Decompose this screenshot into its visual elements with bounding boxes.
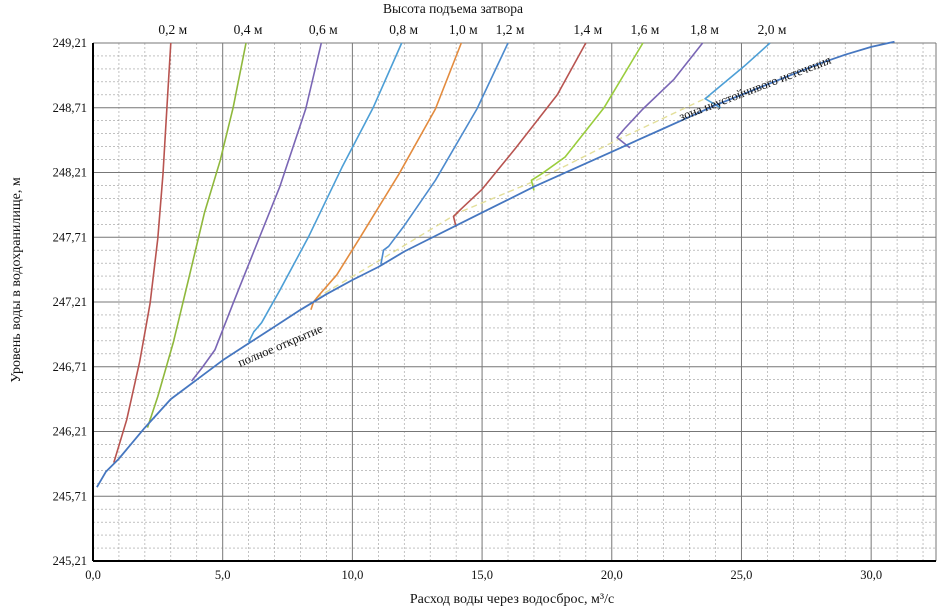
- x-tick-label: 25,0: [731, 568, 753, 582]
- gate-curve: [704, 42, 771, 109]
- gate-curve-label: 0,6 м: [309, 22, 338, 37]
- gate-curve-label: 1,8 м: [690, 22, 719, 37]
- gate-curve-label: 1,6 м: [630, 22, 659, 37]
- y-tick-label: 247,71: [53, 230, 87, 244]
- x-tick-label: 5,0: [215, 568, 231, 582]
- y-tick-label: 248,71: [53, 101, 87, 115]
- x-tick-label: 0,0: [85, 568, 101, 582]
- y-tick-label: 246,21: [53, 425, 87, 439]
- gate-curve: [247, 42, 403, 343]
- gate-curve: [146, 42, 247, 428]
- y-tick-label: 245,71: [53, 489, 87, 503]
- gate-curve-label: 0,8 м: [389, 22, 418, 37]
- gate-curve: [530, 42, 644, 191]
- gate-label-layer: 0,2 м 0,4 м 0,6 м 0,8 м 1,0 м 1,2 м 1,4 м 1,6 м…: [158, 22, 786, 37]
- x-axis-title: Расход воды через водосброс, м³/с: [410, 592, 614, 607]
- chart-title: Высота подъема затвора: [383, 1, 523, 16]
- full-open-curve: [96, 40, 895, 488]
- y-tick-label: 248,21: [53, 166, 87, 180]
- x-tick-label: 10,0: [341, 568, 363, 582]
- y-tick-label: 249,21: [53, 36, 87, 50]
- gate-curve-label: 2,0 м: [758, 22, 787, 37]
- gate-curve: [380, 42, 509, 265]
- gate-curve-label: 1,2 м: [496, 22, 525, 37]
- unstable-boundary-line: [315, 95, 711, 299]
- series-layer: [96, 40, 895, 488]
- gate-curve-label: 1,4 м: [573, 22, 602, 37]
- x-tick-label: 30,0: [860, 568, 882, 582]
- y-axis-title: Уровень воды в водохранилище, м: [9, 177, 24, 383]
- gate-curve: [190, 42, 323, 382]
- tick-layer: 0,0 5,0 10,0 15,0 20,0 25,0 30,0 245,21 245,71 24…: [53, 36, 882, 582]
- y-tick-label: 246,71: [53, 360, 87, 374]
- gate-curve-label: 0,2 м: [158, 22, 187, 37]
- x-tick-label: 20,0: [601, 568, 623, 582]
- gate-curve-label: 1,0 м: [449, 22, 478, 37]
- y-tick-label: 247,21: [53, 295, 87, 309]
- gate-curve: [616, 42, 704, 149]
- x-tick-label: 15,0: [471, 568, 493, 582]
- gate-curve-label: 0,4 м: [234, 22, 263, 37]
- gate-curve: [113, 42, 172, 463]
- gate-curve: [452, 42, 587, 228]
- y-tick-label: 245,21: [53, 554, 87, 568]
